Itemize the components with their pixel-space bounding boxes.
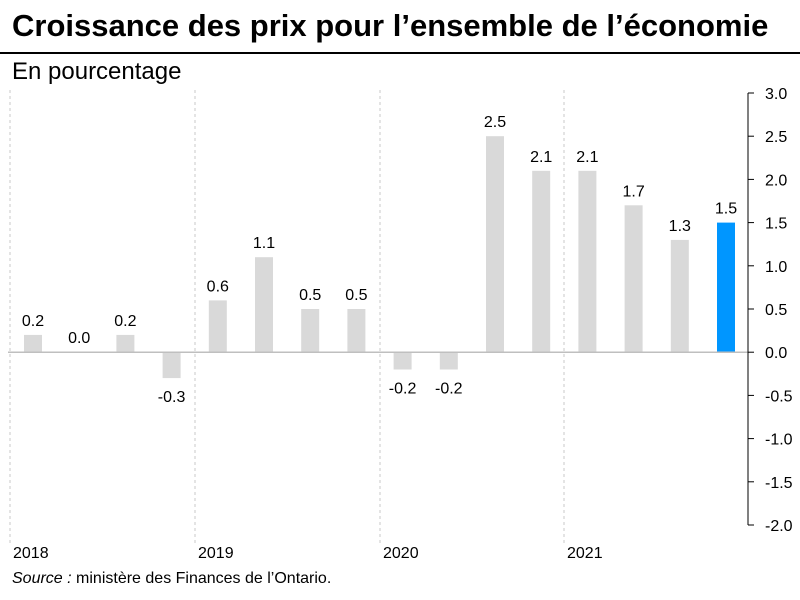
y-tick-label: 1.5: [765, 216, 787, 233]
bar: [578, 170, 597, 353]
bar: [347, 309, 366, 353]
y-tick-label: 2.0: [765, 172, 787, 189]
bar-value-label: 0.2: [22, 313, 44, 330]
bar: [393, 352, 412, 370]
bar: [301, 309, 320, 353]
year-label: 2021: [567, 545, 603, 562]
bar-value-label: 1.1: [253, 235, 275, 252]
bar-value-label: 0.6: [207, 278, 229, 295]
y-tick-label: 1.0: [765, 259, 787, 276]
bar-value-label: 0.5: [299, 287, 321, 304]
source-label: Source :: [12, 570, 72, 587]
chart-title: Croissance des prix pour l’ensemble de l…: [12, 8, 769, 43]
bar: [255, 257, 273, 353]
bar-value-label: 0.2: [114, 313, 136, 330]
bar-value-label: -0.2: [389, 381, 417, 398]
y-tick-label: -1.5: [765, 475, 793, 492]
title-rule: [0, 52, 800, 54]
bar: [486, 136, 504, 353]
bar-value-label: 2.1: [530, 149, 552, 166]
bar: [717, 222, 735, 353]
y-tick-label: 3.0: [765, 86, 787, 103]
chart-subtitle: En pourcentage: [12, 58, 182, 85]
y-tick-label: -1.0: [765, 432, 793, 449]
bar: [670, 239, 689, 353]
bar: [532, 170, 551, 353]
year-label: 2018: [13, 545, 49, 562]
y-tick-label: 0.5: [765, 302, 787, 319]
bar-value-label: 1.7: [622, 183, 644, 200]
bar-value-label: 0.0: [68, 330, 90, 347]
y-tick-label: -0.5: [765, 388, 793, 405]
bar: [439, 352, 458, 370]
bar-value-label: 1.3: [669, 218, 691, 235]
y-tick-label: -2.0: [765, 518, 793, 535]
source-text: ministère des Finances de l’Ontario.: [71, 570, 332, 587]
y-tick-label: 0.0: [765, 345, 787, 362]
bar: [624, 205, 643, 353]
bar: [162, 352, 181, 379]
bar: [24, 334, 42, 353]
bar-value-label: -0.2: [435, 381, 463, 398]
bar: [116, 334, 135, 353]
y-tick-label: 2.5: [765, 129, 787, 146]
year-label: 2020: [383, 545, 419, 562]
bar-value-label: -0.3: [158, 389, 186, 406]
year-label: 2019: [198, 545, 234, 562]
source-note: Source : ministère des Finances de l’Ont…: [12, 570, 331, 588]
bar-value-label: 2.1: [576, 149, 598, 166]
bar-value-label: 1.5: [715, 201, 737, 218]
bar-value-label: 2.5: [484, 114, 506, 131]
bar-value-label: 0.5: [345, 287, 367, 304]
bar: [208, 300, 227, 353]
